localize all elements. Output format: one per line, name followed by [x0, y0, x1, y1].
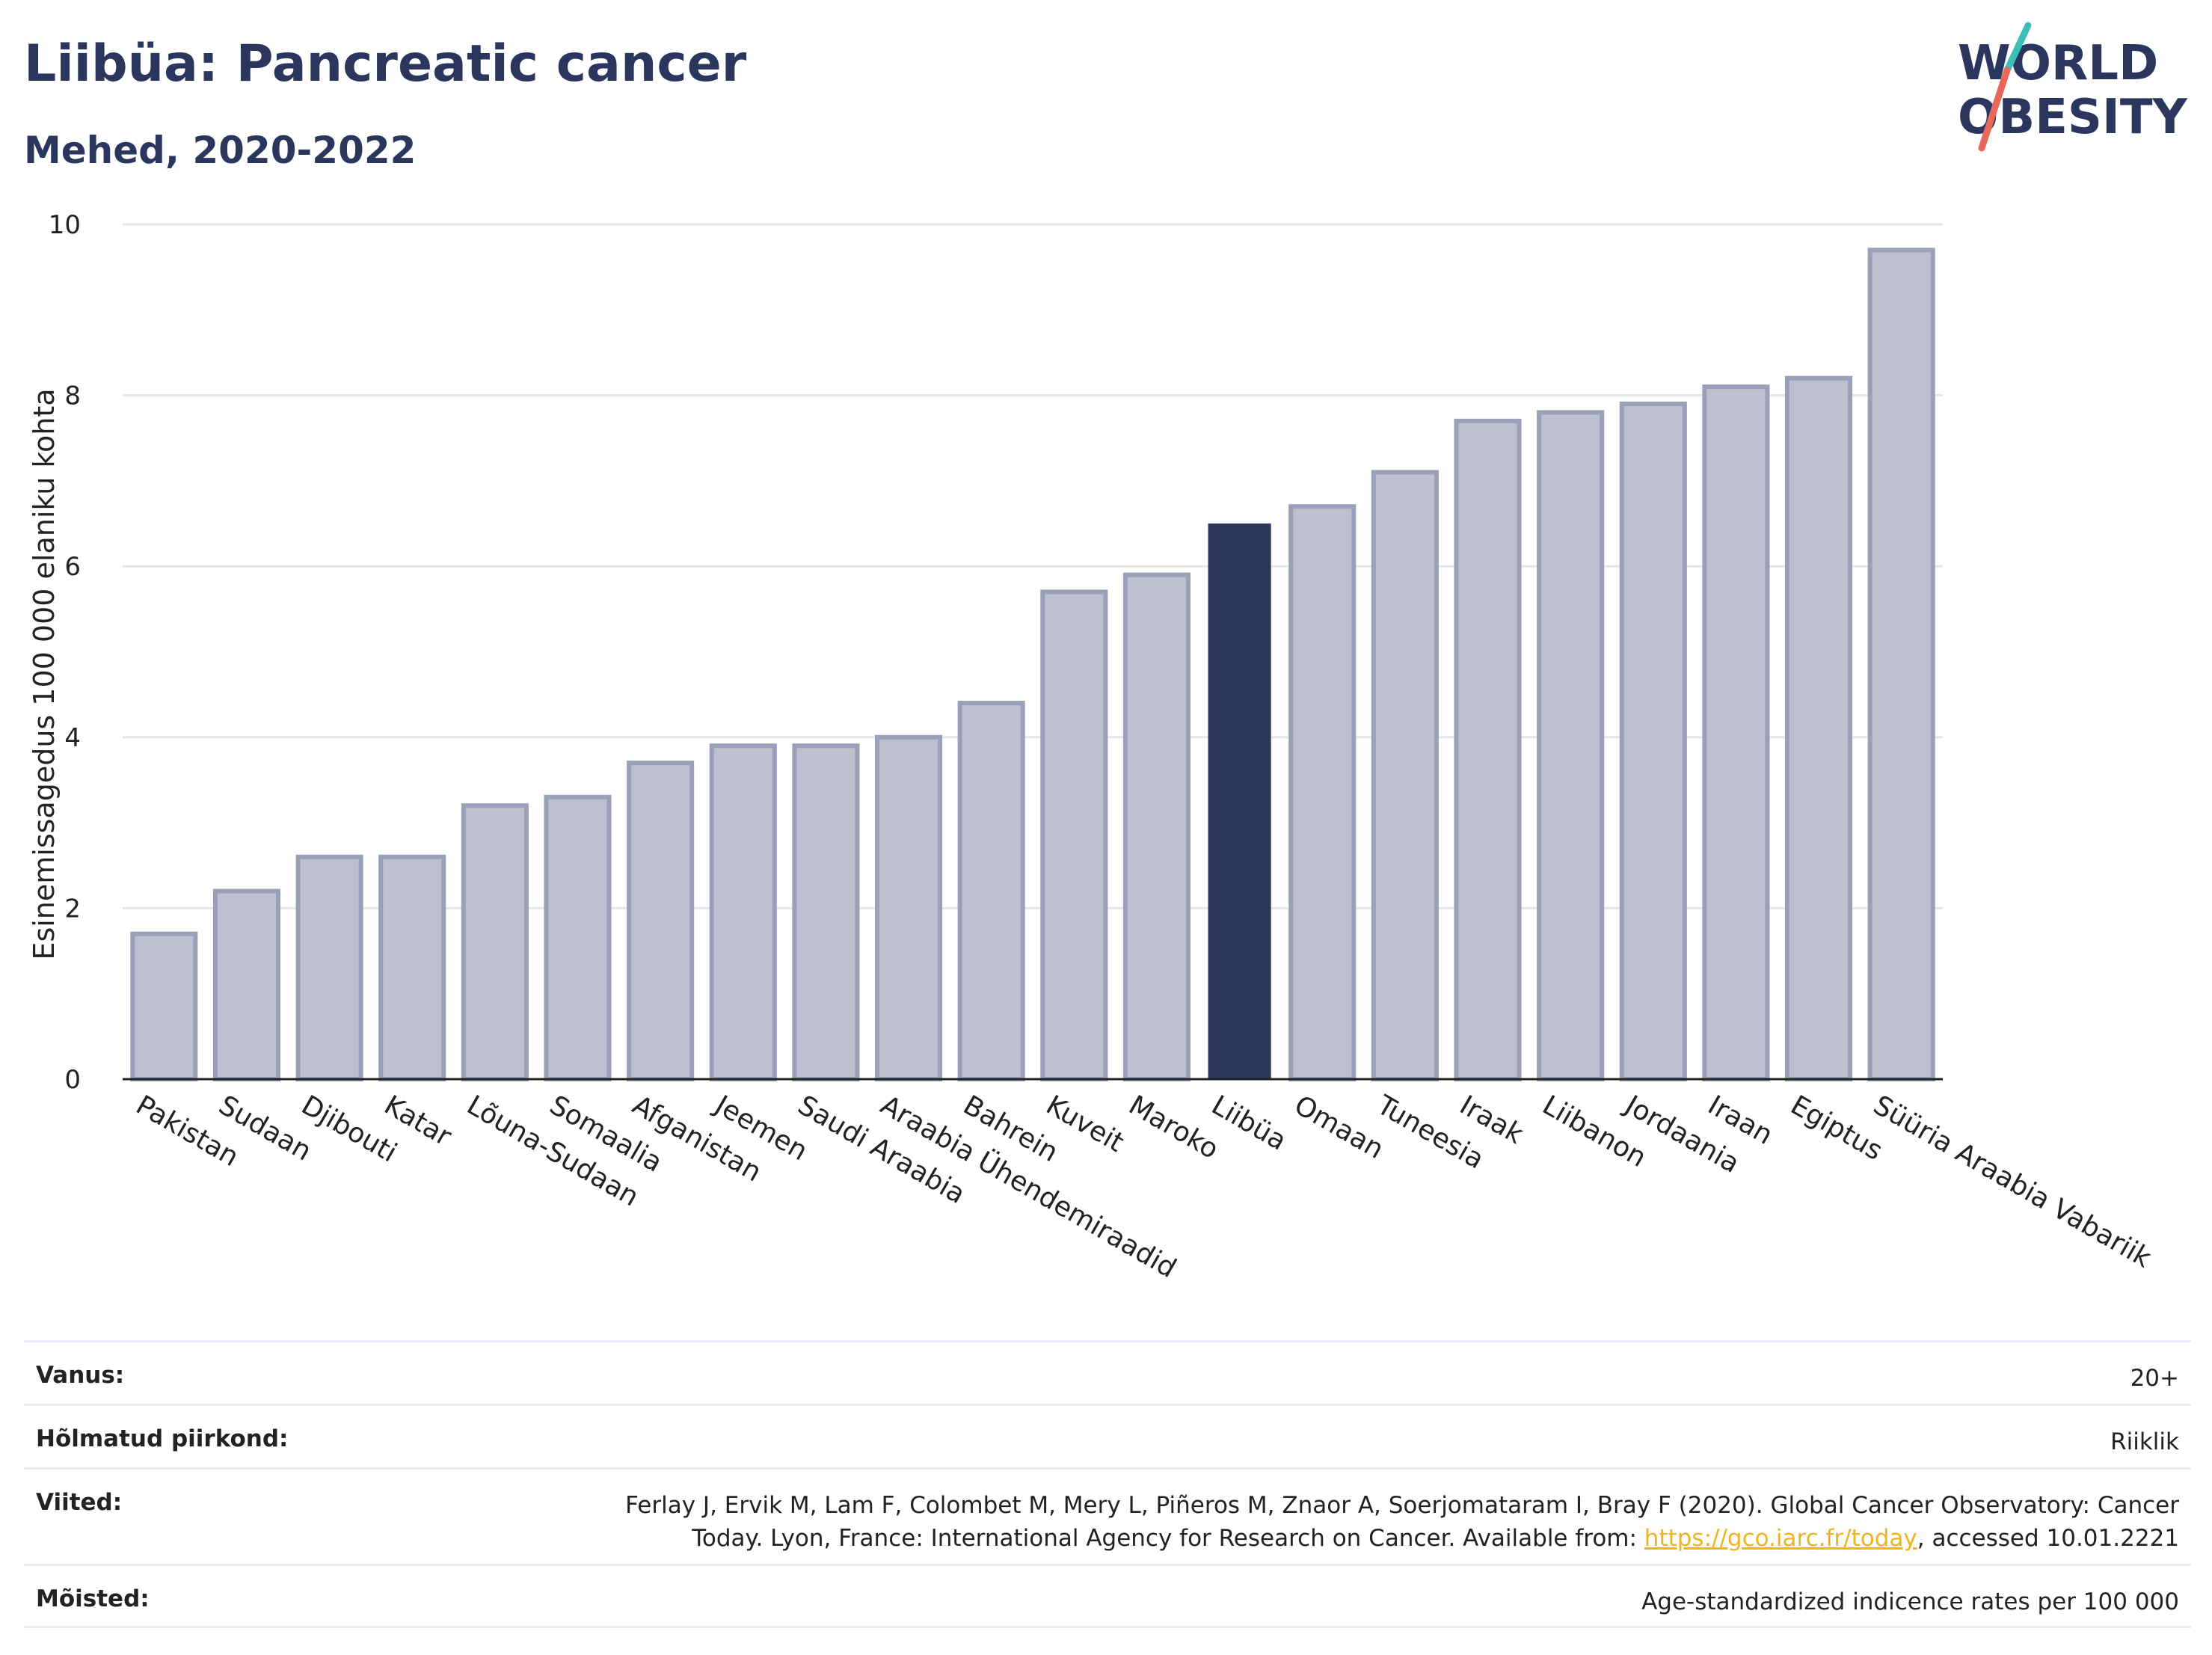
- bar: [1288, 504, 1357, 1081]
- bar: [1122, 572, 1191, 1081]
- bar: [957, 701, 1025, 1082]
- x-tick-label: Süüria Araabia Vabariik: [1868, 1090, 2156, 1274]
- x-tick-label: Liibüa: [1206, 1090, 1291, 1156]
- meta-area-value: Riiklik: [2110, 1428, 2179, 1455]
- y-axis-title: Esinemissagedus 100 000 elaniku kohta: [28, 388, 61, 959]
- meta-row-references: Viited: Ferlay J, Ervik M, Lam F, Colomb…: [24, 1467, 2191, 1564]
- bar: [1208, 523, 1271, 1079]
- meta-ref-line1: Ferlay J, Ervik M, Lam F, Colombet M, Me…: [625, 1492, 2179, 1519]
- logo-word-1: WORLD: [1958, 36, 2158, 91]
- meta-def-label: Mõisted:: [36, 1585, 150, 1612]
- meta-ref-line2-post: , accessed 10.01.2221: [1917, 1525, 2179, 1552]
- world-obesity-logo: WORLD OBESITY: [1958, 22, 2187, 152]
- meta-row-age: Vanus: 20+: [24, 1340, 2191, 1404]
- y-tick-label: 0: [64, 1065, 81, 1095]
- y-tick-label: 10: [49, 210, 81, 240]
- bar: [1702, 384, 1770, 1081]
- meta-ref-value: Ferlay J, Ervik M, Lam F, Colombet M, Me…: [625, 1489, 2179, 1555]
- bar: [378, 854, 446, 1081]
- bar: [1454, 418, 1522, 1081]
- bar: [130, 931, 198, 1081]
- meta-age-label: Vanus:: [36, 1362, 125, 1389]
- y-tick-label: 8: [64, 381, 81, 411]
- bar: [1537, 410, 1605, 1081]
- bar: [1785, 375, 1853, 1081]
- bar: [1040, 589, 1108, 1081]
- bar: [544, 794, 612, 1082]
- meta-row-area: Hõlmatud piirkond: Riiklik: [24, 1404, 2191, 1467]
- meta-def-value: Age-standardized indicence rates per 100…: [1641, 1588, 2179, 1615]
- x-tick-label: Egiptus: [1786, 1090, 1888, 1167]
- bar: [792, 743, 860, 1081]
- bar: [1371, 470, 1439, 1081]
- meta-age-value: 20+: [2130, 1365, 2179, 1392]
- logo-slash-top: [2003, 22, 2032, 74]
- metadata-table: Vanus: 20+ Hõlmatud piirkond: Riiklik Vi…: [24, 1340, 2191, 1628]
- bar: [875, 734, 943, 1081]
- bar: [627, 761, 695, 1082]
- bar: [1867, 248, 1935, 1081]
- x-tick-label: Djibouti: [296, 1090, 402, 1168]
- y-tick-label: 4: [64, 723, 81, 753]
- page-title: Liibüa: Pancreatic cancer: [24, 34, 747, 93]
- bar: [709, 743, 777, 1081]
- y-tick-label: 6: [64, 552, 81, 582]
- bar: [461, 803, 529, 1081]
- x-tick-label: Maroko: [1123, 1090, 1223, 1165]
- meta-row-definitions: Mõisted: Age-standardized indicence rate…: [24, 1564, 2191, 1628]
- bar: [1619, 402, 1687, 1081]
- meta-ref-label: Viited:: [36, 1489, 123, 1516]
- reference-link[interactable]: https://gco.iarc.fr/today: [1644, 1525, 1917, 1552]
- bar-chart: 0 2 4 6 8 10 Esinemissagedus 100 000 elaniku k…: [28, 210, 2157, 1284]
- bar: [295, 854, 363, 1081]
- logo-slash-bottom: [1978, 67, 2011, 152]
- x-tick-label: Omaan: [1289, 1090, 1389, 1165]
- bar: [212, 888, 280, 1082]
- meta-area-label: Hõlmatud piirkond:: [36, 1425, 289, 1452]
- page-subtitle: Mehed, 2020-2022: [24, 129, 417, 172]
- meta-ref-line2-pre: Today. Lyon, France: International Agenc…: [692, 1525, 1644, 1552]
- y-tick-label: 2: [64, 894, 81, 924]
